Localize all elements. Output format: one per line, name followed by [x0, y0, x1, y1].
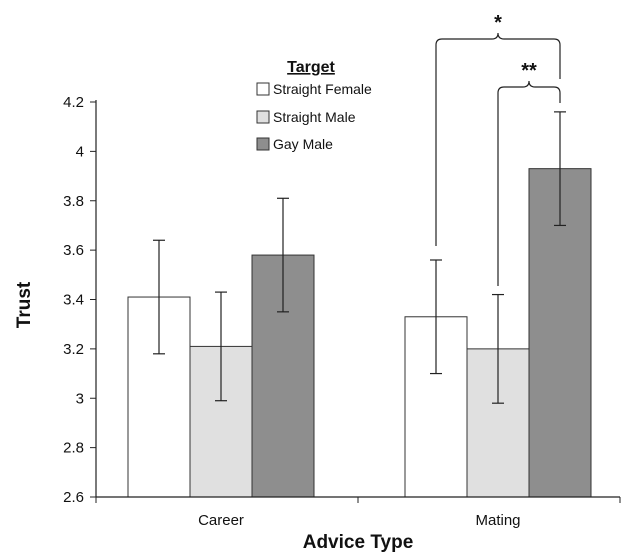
significance-double-bracket	[497, 80, 561, 286]
error-bars	[153, 111, 566, 404]
y-tick-label: 4	[76, 143, 84, 160]
legend: Straight Female Straight Male Gay Male	[256, 81, 372, 152]
legend-swatch	[256, 82, 270, 96]
y-tick-label: 3.8	[63, 193, 84, 210]
y-tick-label: 3.6	[63, 242, 84, 259]
y-tick-label: 4.2	[63, 94, 84, 111]
x-axis-title: Advice Type	[303, 532, 414, 553]
x-tick-label: Career	[198, 512, 244, 529]
legend-swatch	[256, 110, 270, 124]
y-tick-label: 3	[76, 390, 84, 407]
significance-double-label: **	[521, 60, 537, 82]
legend-swatch	[256, 137, 270, 151]
axes	[95, 100, 621, 503]
legend-label: Gay Male	[273, 136, 333, 152]
y-tick-label: 3.4	[63, 292, 84, 309]
x-axis-ticks: Career Mating	[198, 512, 520, 529]
y-axis-ticks: 2.6 2.8 3 3.2 3.4 3.6 3.8 4 4.2	[63, 94, 96, 506]
legend-label: Straight Female	[273, 81, 372, 97]
y-tick-label: 2.8	[63, 440, 84, 457]
y-tick-label: 2.6	[63, 489, 84, 506]
significance-brackets: ***	[435, 12, 561, 286]
x-tick-label: Mating	[475, 512, 520, 529]
legend-title: Target	[287, 59, 335, 76]
legend-label: Straight Male	[273, 109, 356, 125]
significance-single-label: *	[494, 12, 502, 34]
significance-single-bracket	[435, 32, 561, 246]
y-tick-label: 3.2	[63, 341, 84, 358]
y-axis-title: Trust	[14, 281, 35, 328]
bars	[127, 168, 592, 498]
